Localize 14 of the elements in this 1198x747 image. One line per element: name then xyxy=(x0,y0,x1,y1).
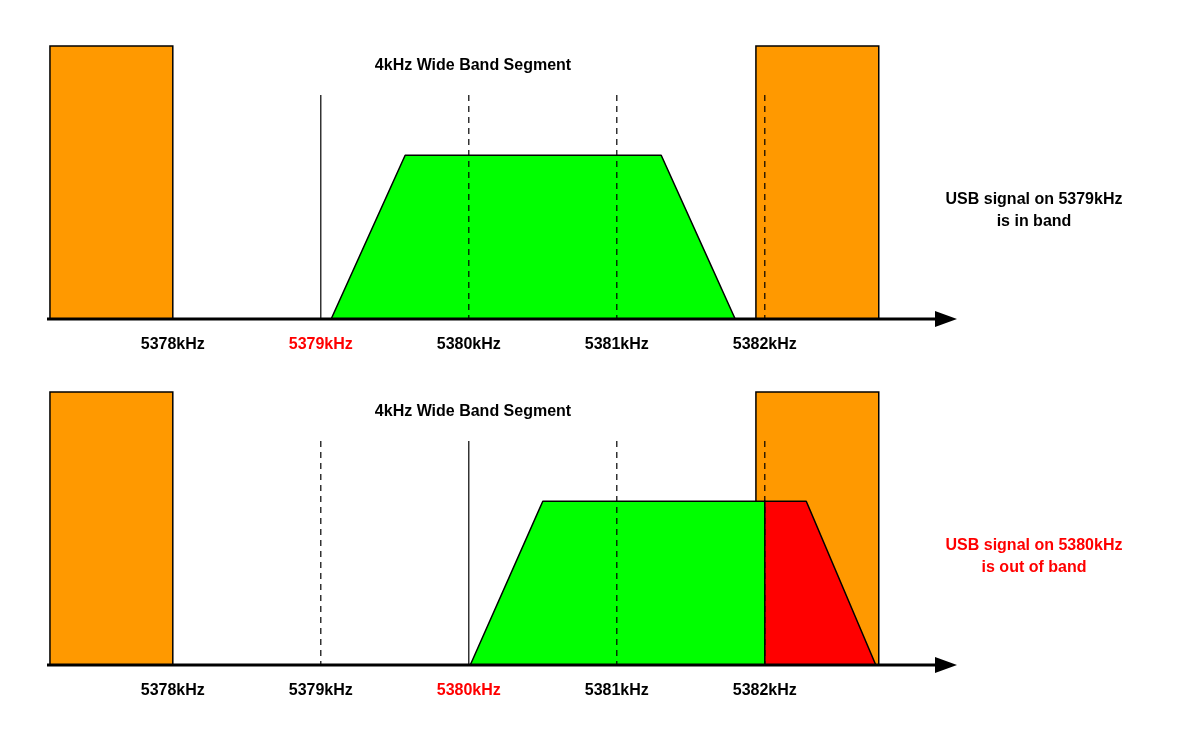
text: USB signal on 5380kHz is out of band xyxy=(945,536,1123,575)
chart-title: 4kHz Wide Band Segment xyxy=(374,56,572,73)
x-tick-label: 5378kHz xyxy=(140,335,205,352)
x-tick-label: 5382kHz xyxy=(732,681,797,698)
x-tick-label: 5379kHz xyxy=(288,681,353,698)
x-tick-label: 5378kHz xyxy=(140,681,205,698)
x-tick-label: 5382kHz xyxy=(732,335,797,352)
x-tick-label: 5380kHz xyxy=(436,681,501,698)
chart-title: 4kHz Wide Band Segment xyxy=(374,402,572,419)
x-tick-label: 5380kHz xyxy=(436,335,501,352)
x-tick-label: 5379kHz xyxy=(288,335,353,352)
text: USB signal on 5379kHz is in band xyxy=(945,190,1123,229)
x-tick-label: 5381kHz xyxy=(584,335,649,352)
x-tick-label: 5381kHz xyxy=(584,681,649,698)
